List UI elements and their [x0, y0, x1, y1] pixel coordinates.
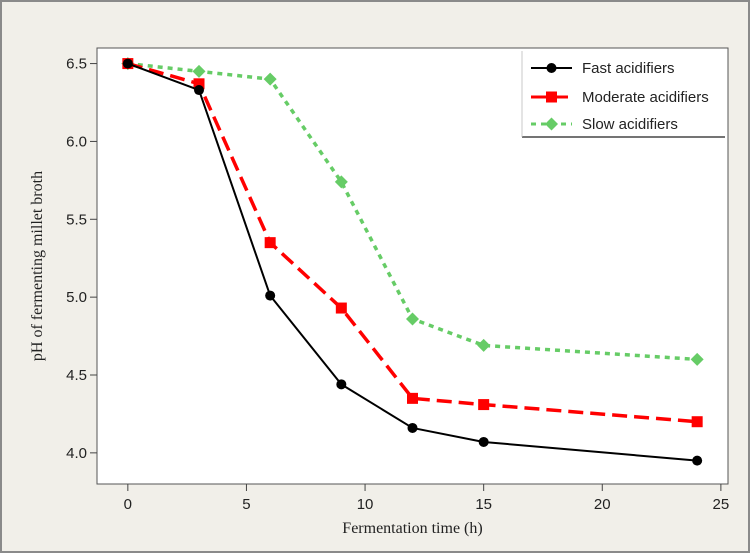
- data-point-fast: [265, 290, 276, 301]
- legend-marker-moderate: [546, 91, 557, 103]
- y-tick-label: 6.5: [66, 56, 87, 73]
- data-point-slow: [690, 352, 704, 366]
- data-point-moderate: [264, 237, 276, 249]
- data-point-fast: [194, 85, 205, 96]
- y-tick-label: 6.0: [66, 133, 87, 150]
- x-axis-title: Fermentation time (h): [342, 520, 482, 537]
- data-point-fast: [407, 422, 418, 433]
- data-point-slow: [406, 312, 419, 326]
- x-tick-label: 10: [357, 496, 374, 513]
- legend-label-fast: Fast acidifiers: [582, 60, 675, 77]
- data-point-moderate: [478, 399, 490, 411]
- data-point-fast: [336, 379, 347, 390]
- data-point-slow: [192, 64, 206, 78]
- x-tick-label: 20: [594, 496, 611, 513]
- data-point-moderate: [407, 392, 418, 404]
- series-fast: [122, 58, 703, 466]
- legend-marker-fast: [546, 63, 557, 73]
- data-point-slow: [263, 72, 277, 86]
- data-point-moderate: [335, 302, 347, 314]
- legend-label-moderate: Moderate acidifiers: [582, 89, 709, 106]
- x-tick-label: 25: [713, 496, 730, 513]
- data-point-slow: [334, 175, 348, 189]
- x-tick-label: 15: [475, 496, 492, 513]
- legend-label-slow: Slow acidifiers: [582, 116, 678, 133]
- data-point-slow: [477, 338, 491, 352]
- y-tick-label: 5.5: [66, 211, 87, 228]
- y-tick-label: 4.0: [66, 445, 87, 462]
- series-slow: [121, 57, 704, 366]
- data-point-moderate: [691, 416, 703, 428]
- plot-area: [96, 47, 729, 485]
- data-point-fast: [122, 58, 133, 69]
- y-axis-title: pH of fermenting millet broth: [29, 171, 46, 361]
- plot-background: [96, 47, 729, 485]
- x-tick-label: 0: [124, 496, 132, 513]
- legend: Fast acidifiers Moderate acidifiers Slow a…: [521, 51, 725, 138]
- data-point-fast: [478, 436, 489, 447]
- axes: 0 5 10 15 20 25 4.0 4.5 5.0 5.5 6.0 6.5: [66, 56, 729, 513]
- y-tick-label: 5.0: [66, 289, 87, 306]
- legend-entry-fast: Fast acidifiers: [531, 60, 675, 77]
- legend-entry-moderate: Moderate acidifiers: [531, 89, 709, 106]
- data-point-moderate: [193, 78, 205, 90]
- y-tick-label: 4.5: [66, 367, 87, 384]
- data-point-fast: [692, 455, 703, 466]
- legend-marker-slow: [545, 117, 558, 131]
- series-layer: [121, 57, 704, 466]
- legend-entry-slow: Slow acidifiers: [531, 116, 678, 133]
- x-tick-label: 5: [242, 496, 250, 513]
